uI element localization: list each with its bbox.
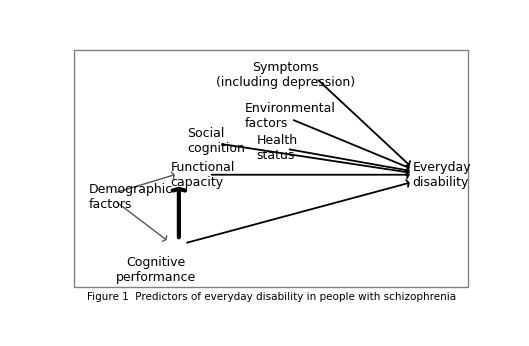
Text: Social
cognition: Social cognition bbox=[187, 127, 245, 155]
Bar bbox=[74, 49, 468, 286]
Text: Demographic
factors: Demographic factors bbox=[89, 183, 173, 211]
Text: Figure 1  Predictors of everyday disability in people with schizophrenia: Figure 1 Predictors of everyday disabili… bbox=[87, 292, 455, 302]
Text: Everyday
disability: Everyday disability bbox=[413, 161, 471, 189]
Text: Cognitive
performance: Cognitive performance bbox=[116, 256, 196, 284]
Text: Symptoms
(including depression): Symptoms (including depression) bbox=[216, 61, 355, 89]
Text: Health
status: Health status bbox=[257, 134, 298, 162]
Text: Environmental
factors: Environmental factors bbox=[244, 102, 335, 130]
Text: Functional
capacity: Functional capacity bbox=[171, 161, 235, 189]
